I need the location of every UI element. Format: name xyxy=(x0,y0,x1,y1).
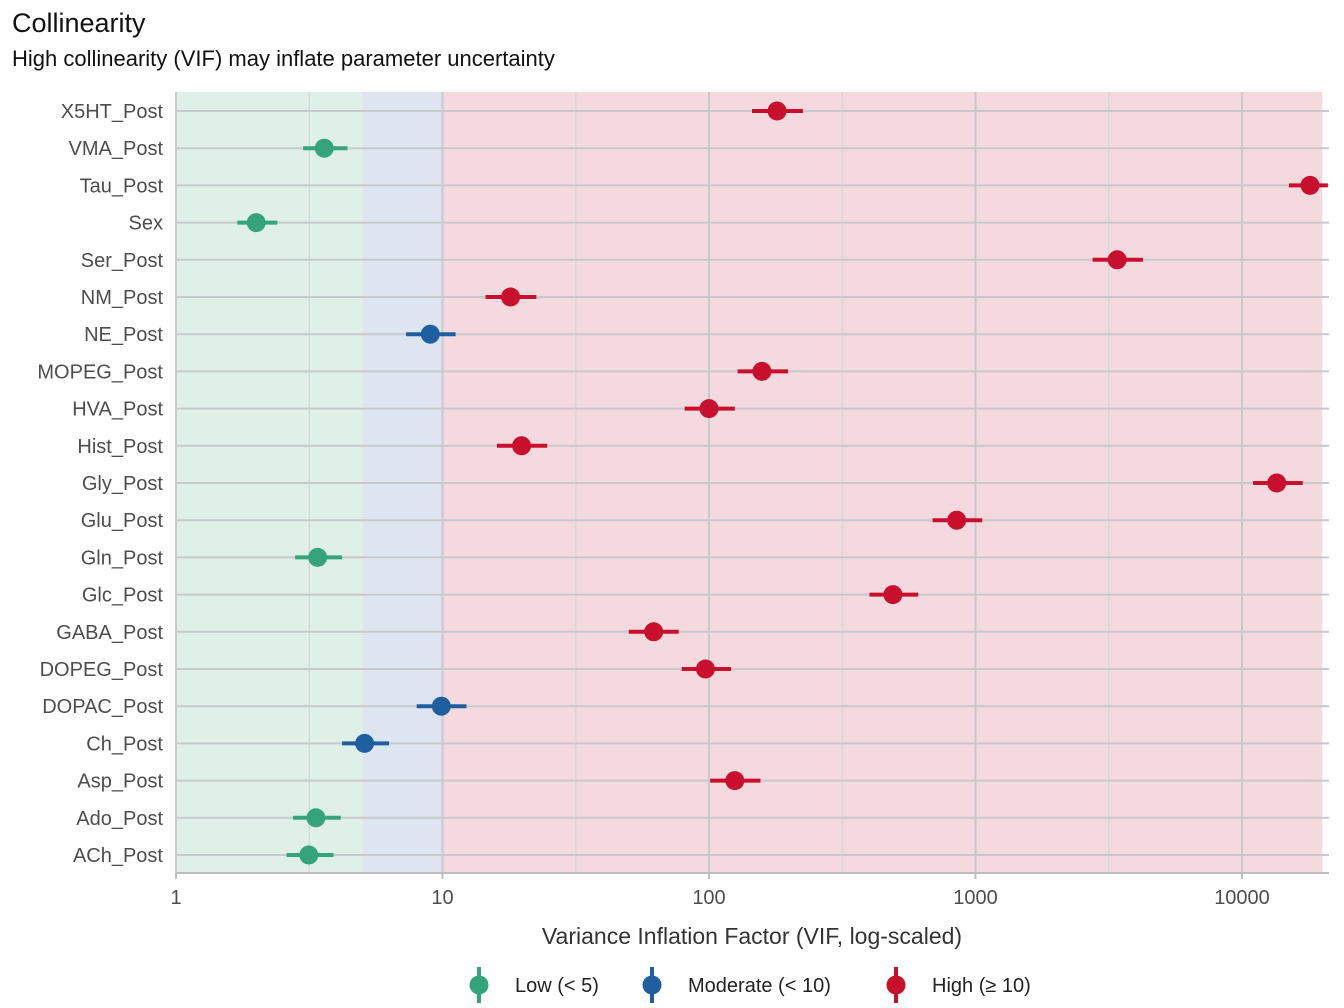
y-tick-label: ACh_Post xyxy=(73,845,163,867)
x-tick-label: 10000 xyxy=(1214,887,1270,909)
data-point xyxy=(1107,250,1127,270)
data-point xyxy=(246,213,266,233)
legend-key-point xyxy=(469,975,489,995)
y-tick-label: NE_Post xyxy=(84,324,163,346)
y-tick-label: HVA_Post xyxy=(72,399,163,421)
x-axis-title: Variance Inflation Factor (VIF, log-scal… xyxy=(542,923,962,949)
data-point xyxy=(314,138,334,158)
data-point xyxy=(699,399,719,419)
data-point xyxy=(306,808,326,828)
data-point xyxy=(501,287,521,307)
data-point xyxy=(947,510,967,530)
y-tick-label: Tau_Post xyxy=(80,175,164,197)
data-point xyxy=(695,659,715,679)
chart-subtitle: High collinearity (VIF) may inflate para… xyxy=(12,46,555,71)
y-tick-label: Glu_Post xyxy=(81,510,164,532)
chart-title: Collinearity xyxy=(12,8,146,38)
legend-key-point xyxy=(642,975,662,995)
y-tick-label: MOPEG_Post xyxy=(37,361,163,383)
data-point xyxy=(431,696,451,716)
x-axis: 1 10 100 1000 10000 Variance Inflation Factor… xyxy=(170,872,1329,949)
y-tick-label: DOPEG_Post xyxy=(40,659,164,681)
y-tick-label: Glc_Post xyxy=(82,585,164,607)
legend: Low (< 5) Moderate (< 10) High (≥ 10) xyxy=(469,967,1031,1003)
data-rows: X5HT_Post VMA_Post Tau_Post Sex Ser_Post NM_P… xyxy=(37,101,1328,867)
legend-label: Low (< 5) xyxy=(515,975,599,997)
data-point xyxy=(1267,473,1287,493)
y-tick-label: NM_Post xyxy=(81,287,164,309)
y-tick-label: Sex xyxy=(129,213,163,235)
data-point xyxy=(308,547,328,567)
data-point xyxy=(883,585,903,605)
legend-label: High (≥ 10) xyxy=(932,975,1031,997)
y-tick-label: Gly_Post xyxy=(82,473,164,495)
y-tick-label: Asp_Post xyxy=(77,771,163,793)
data-point xyxy=(299,845,319,865)
data-point xyxy=(644,622,664,642)
data-point xyxy=(512,436,532,456)
y-tick-label: Gln_Post xyxy=(81,547,164,569)
data-point xyxy=(767,101,787,121)
data-point xyxy=(355,733,375,753)
y-tick-label: VMA_Post xyxy=(69,138,164,160)
data-point xyxy=(752,361,772,381)
y-tick-label: Hist_Post xyxy=(77,436,163,458)
y-tick-label: GABA_Post xyxy=(56,622,163,644)
data-point xyxy=(1300,175,1320,195)
x-tick-label: 10 xyxy=(431,887,453,909)
x-tick-label: 1000 xyxy=(953,887,998,909)
y-tick-label: DOPAC_Post xyxy=(42,696,163,718)
x-tick-label: 1 xyxy=(170,887,181,909)
y-tick-label: Ser_Post xyxy=(81,250,164,272)
data-point xyxy=(420,324,440,344)
y-tick-label: Ch_Post xyxy=(86,733,163,755)
y-tick-label: Ado_Post xyxy=(76,808,163,830)
legend-key-point xyxy=(886,975,906,995)
legend-label: Moderate (< 10) xyxy=(688,975,831,997)
y-tick-label: X5HT_Post xyxy=(61,101,164,123)
data-point xyxy=(725,771,745,791)
x-tick-label: 100 xyxy=(692,887,725,909)
